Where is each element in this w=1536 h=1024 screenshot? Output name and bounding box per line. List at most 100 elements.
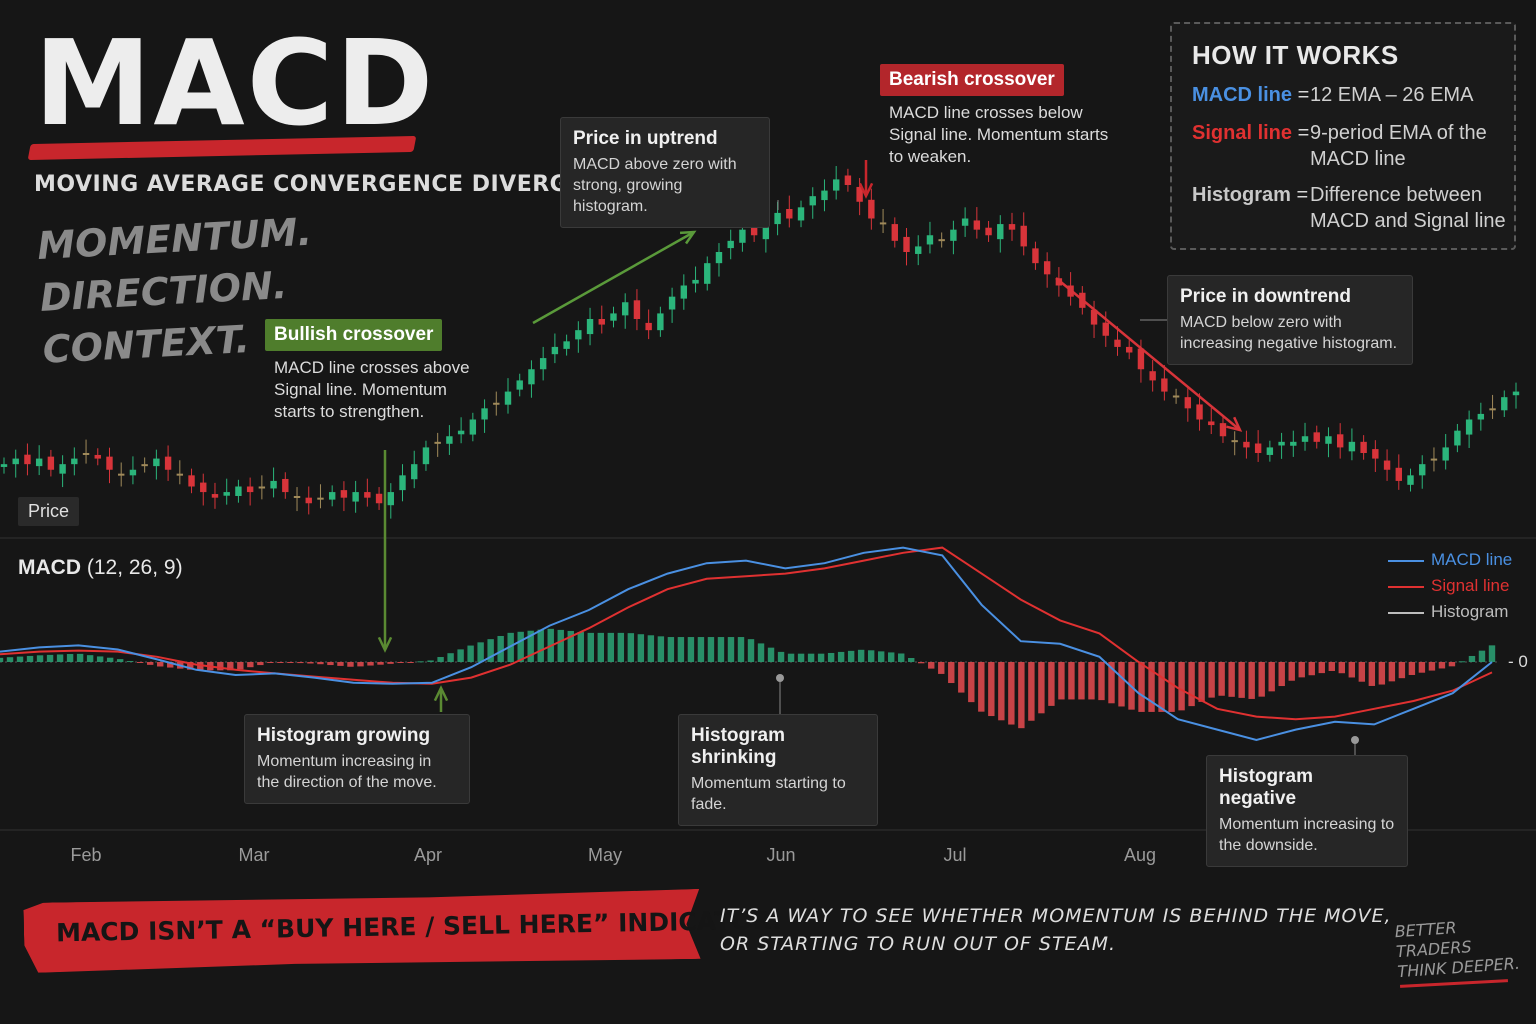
histogram-bar — [427, 660, 434, 662]
candle — [1454, 423, 1461, 453]
candle — [446, 425, 453, 455]
histogram-bar — [297, 662, 304, 664]
candle-body — [598, 319, 605, 325]
histogram-bar — [1298, 662, 1305, 678]
how-it-works-panel: HOW IT WORKS MACD line = 12 EMA – 26 EMA… — [1170, 22, 1516, 250]
histogram-bar — [1238, 662, 1245, 698]
histogram-bar — [1188, 662, 1195, 707]
candle-body — [82, 453, 90, 455]
candle — [0, 457, 8, 474]
candle-body — [961, 218, 969, 226]
candle-body — [387, 492, 394, 506]
candle — [903, 227, 910, 266]
histogram-bar — [237, 662, 244, 670]
candle-body — [1348, 441, 1356, 452]
candle — [504, 378, 512, 414]
candle-body — [153, 458, 160, 467]
candle-body — [1090, 309, 1098, 325]
histogram-bar — [16, 656, 24, 662]
candle-body — [809, 196, 816, 206]
candle — [645, 309, 652, 340]
uptrend-arrow-head — [679, 230, 697, 245]
histogram-bar — [1158, 662, 1165, 712]
histogram-bar — [1358, 662, 1366, 682]
candle-body — [422, 447, 430, 465]
bearish-crossover-annotation: Bearish crossover MACD line crosses belo… — [880, 64, 1110, 168]
candle — [809, 187, 816, 219]
how-it-works-row: Histogram = Difference between MACD and … — [1192, 182, 1506, 232]
candle — [399, 464, 406, 502]
candle-body — [1477, 413, 1485, 420]
candle — [891, 217, 898, 248]
candle-body — [1020, 225, 1027, 247]
candle — [1489, 394, 1496, 419]
histogram-bar — [197, 662, 204, 671]
candle — [1043, 252, 1051, 288]
row-key: MACD line — [1192, 84, 1292, 106]
histogram-bar — [857, 649, 865, 662]
candle-body — [645, 322, 652, 331]
candle-body — [1114, 339, 1121, 347]
bearish-crossover-arrow-head — [858, 182, 874, 199]
candle — [1360, 435, 1367, 460]
candle — [551, 333, 559, 364]
candle-body — [293, 495, 301, 498]
candle — [293, 487, 301, 512]
candle — [516, 373, 523, 397]
candle-body — [1419, 464, 1426, 476]
candle-body — [575, 330, 582, 340]
histogram-bar — [26, 655, 34, 662]
candle — [1501, 390, 1508, 417]
candle — [188, 468, 195, 494]
candle — [821, 179, 828, 212]
candle-body — [539, 358, 547, 370]
histogram-bar — [367, 662, 374, 666]
histogram-bar — [307, 662, 314, 664]
candle-body — [832, 179, 840, 191]
callout-title: Price in downtrend — [1180, 286, 1352, 307]
candle — [915, 235, 922, 266]
candle — [457, 417, 465, 444]
x-tick-label: Aug — [1123, 845, 1157, 865]
histogram-bar — [1228, 662, 1235, 697]
candle — [1407, 468, 1414, 492]
histogram-bar — [767, 647, 775, 662]
histogram-bar — [757, 643, 765, 662]
candle — [539, 346, 547, 381]
histogram-bar — [116, 659, 124, 662]
candle — [1032, 241, 1039, 270]
histogram-bar — [1068, 662, 1075, 700]
histogram-bar — [1088, 662, 1095, 700]
histogram-bar — [377, 662, 384, 665]
histogram-bar — [1458, 661, 1466, 663]
histogram-bar — [447, 653, 454, 662]
candle-body — [938, 239, 945, 242]
candle — [200, 473, 207, 506]
candle-body — [504, 391, 512, 405]
candle — [153, 449, 160, 480]
histogram-bar — [227, 662, 234, 671]
histogram-bar — [437, 657, 444, 662]
downtrend-arrow — [1055, 277, 1241, 431]
uptrend-arrow — [532, 230, 695, 325]
candle — [1325, 427, 1332, 458]
histogram-bar — [928, 662, 935, 669]
histogram-bar — [717, 637, 725, 662]
histogram-bar — [827, 652, 835, 662]
histogram-bar — [357, 662, 364, 667]
callout-text: MACD above zero with strong, growing his… — [573, 156, 737, 215]
histogram-bar — [908, 658, 915, 662]
candle — [1512, 382, 1520, 409]
candle-body — [352, 492, 359, 502]
histogram-bar — [157, 662, 164, 667]
quote-line: OR STARTING TO RUN OUT OF STEAM. — [720, 933, 1116, 955]
histogram-bar — [1288, 662, 1295, 681]
legend-swatch — [1388, 586, 1424, 588]
histogram-bar — [1418, 662, 1426, 673]
candle — [375, 487, 383, 510]
row-key: Histogram — [1192, 184, 1291, 206]
histogram-bar — [707, 637, 715, 662]
candle — [997, 215, 1004, 253]
candle — [563, 334, 570, 356]
candle-body — [1407, 475, 1414, 485]
